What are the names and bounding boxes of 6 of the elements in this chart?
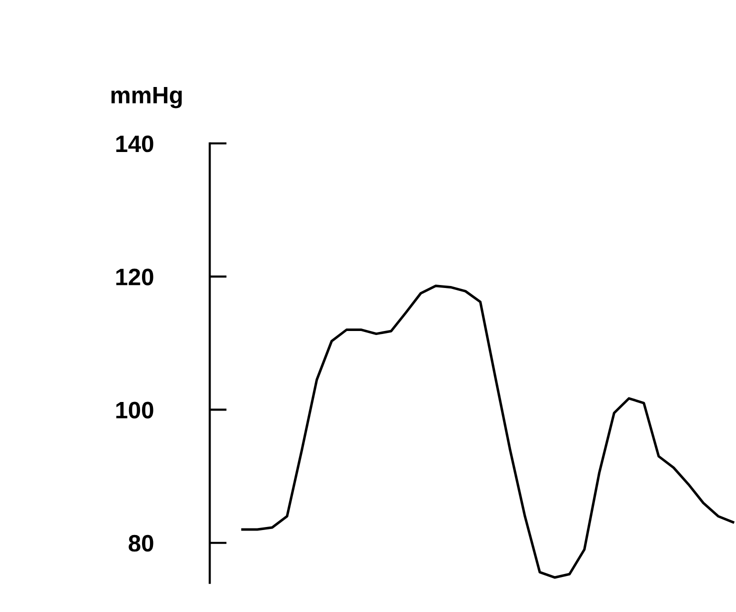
y-axis-title: mmHg	[111, 86, 182, 108]
line-series	[241, 284, 734, 579]
y-tick-label: 100	[116, 402, 154, 418]
y-tick-label: 80	[128, 534, 154, 552]
y-tick-label: 120	[116, 268, 154, 286]
y-tick-label: 140	[116, 135, 154, 152]
